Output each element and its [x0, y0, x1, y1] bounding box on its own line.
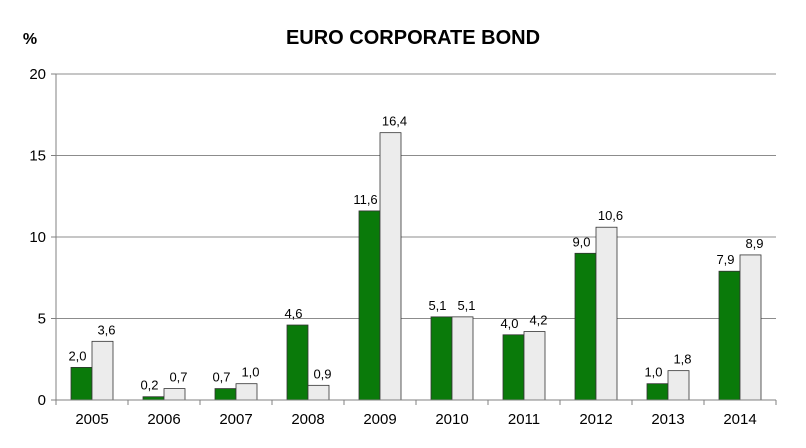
x-tick-label: 2011 [508, 411, 540, 428]
x-tick-label: 2013 [651, 411, 684, 428]
y-tick-label: 20 [29, 66, 46, 83]
x-tick-label: 2008 [291, 411, 324, 428]
bar-series-1 [502, 334, 525, 401]
bar-series-2 [523, 331, 546, 401]
axes: 0 5 10 15 20 2005 2006 2007 2008 2009 2010 2011 2012… [29, 66, 777, 428]
bar-series-1 [70, 366, 93, 401]
bar-series-1 [286, 324, 309, 401]
y-tick-label: 5 [38, 311, 46, 328]
data-label: 4,2 [529, 313, 547, 328]
data-label: 16,4 [382, 114, 407, 129]
data-label: 1,0 [241, 365, 259, 380]
x-tick-label: 2010 [435, 411, 468, 428]
bar-series-1 [430, 316, 453, 401]
data-label: 3,6 [97, 322, 115, 337]
bar-series-2 [235, 383, 258, 401]
data-label: 5,1 [457, 298, 475, 313]
bar-series-2 [595, 226, 618, 401]
bar-series-2 [451, 316, 474, 401]
x-tick-label: 2007 [219, 411, 252, 428]
chart-title: EURO CORPORATE BOND [286, 27, 540, 49]
data-labels: 2,0 3,6 0,2 0,7 0,7 1,0 4,6 0,9 11,6 16,4 5,1 5,1 4,… [68, 114, 763, 393]
y-axis-unit-label: % [23, 31, 37, 48]
bar-series-1 [358, 210, 381, 401]
data-label: 11,6 [353, 192, 377, 207]
x-tick-label: 2014 [723, 411, 756, 428]
data-label: 1,0 [644, 365, 662, 380]
data-label: 7,9 [716, 252, 734, 267]
x-tick-label: 2009 [363, 411, 396, 428]
bar-series-2 [379, 132, 402, 401]
gridlines [56, 73, 776, 319]
data-label: 10,6 [598, 208, 623, 223]
data-label: 2,0 [68, 348, 86, 363]
bar-series-1 [214, 388, 237, 401]
bar-series-1 [574, 252, 597, 401]
bar-series-2 [739, 254, 762, 401]
y-tick-label: 0 [38, 392, 46, 409]
y-tick-label: 15 [29, 148, 46, 165]
bar-series-2 [91, 340, 114, 401]
data-label: 4,0 [500, 316, 518, 331]
bar-series-2 [307, 384, 330, 401]
bar-series-2 [667, 370, 690, 401]
x-tick-label: 2006 [147, 411, 180, 428]
data-label: 1,8 [673, 352, 691, 367]
data-label: 4,6 [284, 306, 302, 321]
data-label: 8,9 [745, 236, 763, 251]
bar-series-2 [163, 388, 186, 401]
data-label: 9,0 [572, 234, 590, 249]
y-tick-label: 10 [29, 229, 46, 246]
data-label: 0,7 [212, 370, 230, 385]
x-tick-label: 2012 [579, 411, 612, 428]
data-label: 0,2 [140, 378, 158, 393]
data-label: 5,1 [428, 298, 446, 313]
data-label: 0,7 [169, 370, 187, 385]
bar-series-1 [646, 383, 669, 401]
data-label: 0,9 [313, 366, 331, 381]
bars [70, 132, 762, 401]
x-tick-label: 2005 [75, 411, 108, 428]
bar-series-1 [718, 270, 741, 401]
